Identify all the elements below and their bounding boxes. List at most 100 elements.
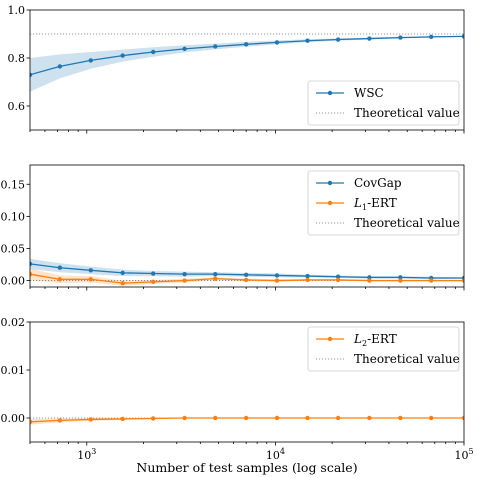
- legend-box: [307, 326, 460, 372]
- data-point: [335, 277, 341, 283]
- data-point: [367, 36, 372, 41]
- data-point: [151, 49, 156, 55]
- y-tick-label: 0.05: [1, 242, 26, 255]
- x-tick-label: 103: [77, 447, 96, 462]
- data-point: [335, 37, 341, 42]
- data-point: [182, 278, 187, 283]
- data-point: [335, 274, 341, 279]
- panel-2: 0.00 0.05 0.10 0.15 CovGap L1-ERT Theoretical …: [1, 164, 465, 291]
- data-point: [30, 271, 33, 277]
- legend-label: Theoretical value: [354, 106, 460, 120]
- data-point: [151, 279, 156, 285]
- legend-label: L2-ERT: [353, 332, 397, 348]
- data-point: [461, 34, 464, 39]
- data-point: [243, 42, 249, 47]
- axes-frame: [29, 9, 465, 131]
- data-point: [120, 416, 125, 422]
- data-point: [213, 276, 218, 281]
- data-point: [88, 58, 93, 63]
- y-tick-label: 0.01: [1, 364, 26, 377]
- data-point: [57, 265, 63, 270]
- y-tick-label: 0.00: [1, 412, 26, 425]
- panel-3: 0.00 0.01 0.02 103 104 105 Number of test samp…: [1, 316, 474, 475]
- data-point: [398, 275, 403, 280]
- legend: WSC Theoretical value: [307, 80, 460, 126]
- data-point: [305, 273, 310, 279]
- x-axis-label: Number of test samples (log scale): [136, 460, 357, 475]
- data-point: [461, 415, 464, 421]
- data-point: [182, 46, 187, 52]
- data-point: [88, 417, 93, 422]
- data-point: [461, 278, 464, 283]
- legend-marker: [327, 90, 333, 96]
- legend-label: Theoretical value: [354, 216, 460, 230]
- legend-marker: [327, 180, 333, 186]
- confidence-band-2: [30, 268, 464, 286]
- data-point: [88, 268, 93, 273]
- data-point: [367, 415, 372, 421]
- data-point: [428, 415, 434, 421]
- data-point: [120, 280, 125, 286]
- data-point: [30, 72, 33, 77]
- legend-label: Theoretical value: [354, 352, 460, 366]
- y-tick-label: 1.0: [8, 4, 26, 17]
- data-point: [182, 415, 187, 421]
- legend-label: L1-ERT: [353, 196, 397, 212]
- data-point: [57, 418, 63, 423]
- y-tick-label: 0.8: [8, 52, 26, 65]
- axes-frame: [29, 321, 465, 443]
- legend-marker: [327, 200, 333, 206]
- data-point: [182, 271, 187, 277]
- data-point: [274, 273, 280, 278]
- data-point: [274, 278, 280, 283]
- data-point: [243, 415, 249, 421]
- data-point: [305, 38, 310, 43]
- axes-frame: [29, 164, 465, 288]
- confidence-band-1: [30, 258, 464, 280]
- y-tick-label: 0.6: [8, 100, 26, 113]
- legend: L2-ERT Theoretical value: [307, 326, 460, 372]
- plot-area-2: [30, 258, 464, 286]
- legend-box: [307, 80, 460, 126]
- data-point: [335, 415, 341, 421]
- data-point: [57, 64, 63, 69]
- x-tick-label: 105: [454, 447, 473, 462]
- plot-area-3: [30, 415, 464, 425]
- data-point: [151, 416, 156, 421]
- y-tick-label: 0.02: [1, 316, 26, 329]
- data-point: [428, 278, 434, 283]
- data-point: [398, 35, 403, 40]
- data-point: [398, 278, 403, 283]
- data-point: [274, 40, 280, 45]
- y-tick-label: 0.00: [1, 275, 26, 288]
- data-point: [274, 415, 280, 421]
- data-point: [88, 277, 93, 282]
- data-point: [243, 272, 249, 277]
- legend-marker: [327, 336, 333, 342]
- data-point: [213, 415, 218, 421]
- data-point: [367, 278, 372, 283]
- plot-area-1: [30, 33, 464, 92]
- data-point: [151, 271, 156, 276]
- data-point: [120, 270, 125, 276]
- y-tick-label: 0.10: [1, 210, 26, 223]
- panel-1: 0.6 0.8 1.0 WSC Theoretical value: [8, 4, 465, 134]
- data-point: [30, 261, 33, 267]
- data-point: [367, 275, 372, 280]
- data-point: [57, 277, 63, 282]
- data-point: [398, 415, 403, 421]
- data-point: [213, 271, 218, 277]
- data-point: [243, 277, 249, 283]
- legend-label: CovGap: [354, 176, 402, 190]
- legend-label: WSC: [354, 86, 384, 100]
- data-point: [30, 419, 33, 425]
- data-point: [305, 415, 310, 421]
- legend: CovGap L1-ERT Theoretical value: [307, 170, 460, 236]
- data-point: [305, 277, 310, 283]
- data-point: [428, 34, 434, 40]
- confidence-band-1: [30, 35, 464, 92]
- data-point: [120, 53, 125, 58]
- data-point: [213, 44, 218, 49]
- legend-box: [307, 170, 460, 236]
